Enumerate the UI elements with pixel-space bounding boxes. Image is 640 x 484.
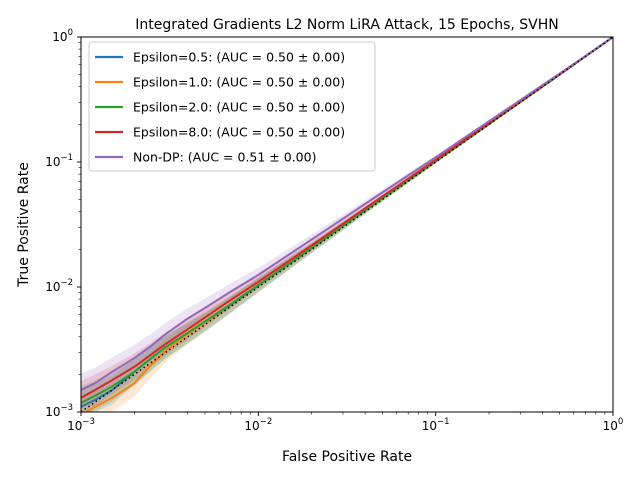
y-tick-label-3: 10−1 (45, 153, 73, 169)
x-tick-label-3: 10−1 (422, 417, 450, 433)
x-tick-label-1: 10−3 (67, 417, 95, 433)
series-line-5 (81, 37, 613, 391)
y-axis-title: True Positive Rate (16, 162, 32, 288)
x-tick-label-4: 100 (603, 417, 624, 433)
legend-label-1: Epsilon=0.5: (AUC = 0.50 ± 0.00) (133, 50, 345, 65)
chart-title: Integrated Gradients L2 Norm LiRA Attack… (135, 17, 559, 33)
legend-label-2: Epsilon=1.0: (AUC = 0.50 ± 0.00) (133, 75, 345, 90)
x-axis-title: False Positive Rate (282, 449, 412, 465)
y-tick-label-1: 10−3 (45, 403, 73, 419)
legend-label-3: Epsilon=2.0: (AUC = 0.50 ± 0.00) (133, 100, 345, 115)
legend: Epsilon=0.5: (AUC = 0.50 ± 0.00) Epsilon=… (88, 41, 376, 172)
random-baseline-line (80, 36, 614, 413)
series-lines (81, 37, 613, 412)
plot-frame (80, 36, 614, 413)
legend-box (88, 41, 376, 172)
x-tick-label-2: 10−2 (244, 417, 272, 433)
x-axis-ticks: 10−3 10−2 10−1 100 (67, 412, 623, 433)
legend-label-4: Epsilon=8.0: (AUC = 0.50 ± 0.00) (133, 125, 345, 140)
y-tick-label-2: 10−2 (45, 278, 73, 294)
legend-label-5: Non-DP: (AUC = 0.51 ± 0.00) (133, 150, 316, 165)
series-line-4 (81, 37, 613, 399)
y-tick-label-4: 100 (52, 28, 73, 44)
y-axis-ticks: 10−3 10−2 10−1 100 (45, 28, 81, 419)
